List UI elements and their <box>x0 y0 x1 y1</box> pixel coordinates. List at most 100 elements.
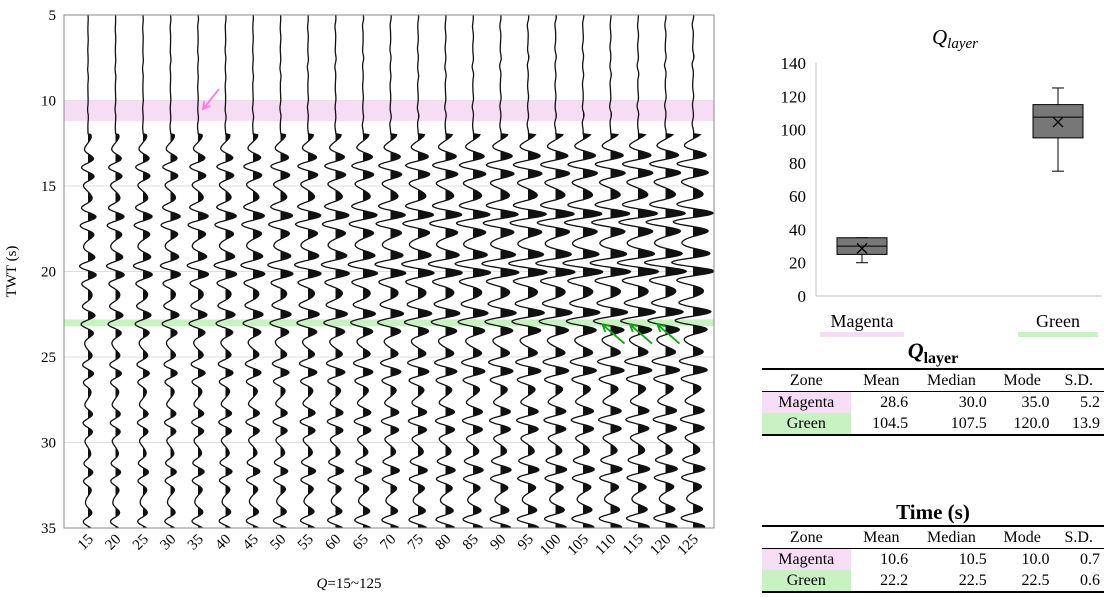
table-cell: 22.2 <box>850 570 913 593</box>
trace-fill <box>555 15 575 528</box>
table-cell: 104.5 <box>850 413 913 436</box>
x-tick-label: 115 <box>620 532 647 559</box>
y-axis-label: TWT (s) <box>4 246 20 298</box>
trace-fill <box>473 15 491 528</box>
box-y-tick-label: 40 <box>789 220 806 239</box>
table-header: S.D. <box>1053 368 1104 392</box>
seismic-trace <box>186 14 210 529</box>
table-cell: 107.5 <box>912 413 991 436</box>
arrow-shaft <box>601 323 626 345</box>
category-underline <box>820 332 904 337</box>
box-y-tick-label: 0 <box>798 287 807 306</box>
trace-line <box>481 14 520 529</box>
y-tick-label: 30 <box>41 436 56 452</box>
seismic-trace <box>105 14 125 529</box>
trace-fill <box>143 15 153 528</box>
mean-marker <box>1052 116 1064 128</box>
trace-line <box>535 14 576 529</box>
trace-fill <box>390 15 406 528</box>
y-tick-label: 15 <box>41 179 56 195</box>
category-underline <box>1018 332 1098 337</box>
table-header: Median <box>912 525 991 549</box>
trace-fill <box>363 15 378 528</box>
seismic-trace <box>616 15 660 529</box>
x-tick-label: 105 <box>565 532 592 559</box>
y-tick-label: 35 <box>41 521 56 537</box>
box-y-tick-label: 100 <box>781 121 807 140</box>
trace-fill <box>445 15 463 528</box>
green-arrow <box>656 323 681 345</box>
table-cell: 0.7 <box>1080 551 1100 568</box>
table-cell: 22.5 <box>990 570 1054 593</box>
table-cell: 22.5 <box>912 570 991 593</box>
table-cell: 5.2 <box>1080 394 1100 411</box>
x-tick-label: 35 <box>185 532 207 554</box>
seismic-trace <box>508 14 548 529</box>
y-tick-label: 5 <box>49 8 57 24</box>
trace-fill <box>528 15 547 528</box>
table-cell-zone: Green <box>762 413 851 436</box>
plot-frame <box>63 14 715 529</box>
green-arrow <box>601 323 626 345</box>
x-tick-label: 45 <box>240 532 262 554</box>
trace-line <box>213 14 238 529</box>
table-row: Green 104.5 107.5 120.0 13.9 <box>762 413 1104 436</box>
trace-fill <box>638 15 659 528</box>
seismic-trace <box>562 15 604 529</box>
table-cell-zone: Magenta <box>762 391 851 413</box>
x-tick-label: 95 <box>515 532 537 554</box>
seismic-trace <box>240 14 266 529</box>
green-zone-band <box>64 319 714 327</box>
trace-line <box>267 14 294 529</box>
table-cell: 13.9 <box>1053 413 1104 436</box>
table-header: Median <box>912 368 991 392</box>
x-tick-label: 50 <box>267 532 289 554</box>
box-y-tick-label: 60 <box>789 187 806 206</box>
table-cell: 10.5 <box>958 551 987 568</box>
table-row: Green 22.2 22.5 22.5 0.6 <box>762 570 1104 593</box>
x-tick-label: 20 <box>102 532 124 554</box>
trace-line <box>644 15 688 529</box>
x-tick-label: 80 <box>432 532 454 554</box>
seismic-trace <box>159 14 181 529</box>
arrow-shaft <box>656 323 681 345</box>
box-y-tick-label: 80 <box>789 154 806 173</box>
trace-line <box>427 14 463 529</box>
box-y-tick-label: 120 <box>781 87 807 106</box>
q-table-title: Qlayer <box>762 338 1104 368</box>
x-tick-label: 120 <box>647 532 674 559</box>
x-tick-label: 100 <box>537 532 564 559</box>
seismic-trace <box>535 14 576 529</box>
time-table: Zone Mean Median Mode S.D. Magenta 10.6 … <box>762 525 1104 593</box>
seismic-trace <box>401 14 435 529</box>
x-tick-label: 40 <box>212 532 234 554</box>
table-header: Mean <box>850 525 913 549</box>
x-axis-label: Q=15~125 <box>317 576 382 592</box>
magenta-arrow <box>201 88 220 111</box>
box-y-tick-label: 20 <box>789 254 806 273</box>
seismic-trace <box>644 15 688 529</box>
trace-line <box>320 14 351 529</box>
x-tick-label: 25 <box>130 532 152 554</box>
seismic-trace <box>427 14 463 529</box>
trace-line <box>186 14 210 529</box>
category-label: Magenta <box>831 311 894 331</box>
mean-marker <box>856 242 868 254</box>
box-green <box>1032 87 1084 172</box>
table-cell: 0.6 <box>1053 570 1104 593</box>
magenta-zone-band <box>64 100 714 122</box>
box-plot-title: Qlayer <box>932 25 978 52</box>
x-tick-label: 65 <box>350 532 372 554</box>
box-y-tick-label: 140 <box>781 54 807 73</box>
trace-line <box>78 14 97 529</box>
seismic-trace <box>267 14 294 529</box>
trace-line <box>562 15 604 529</box>
arrow-head <box>628 323 639 333</box>
seismic-trace <box>454 14 492 529</box>
arrow-shaft <box>202 88 220 110</box>
arrow-shaft <box>629 323 653 345</box>
x-tick-label: 30 <box>157 532 179 554</box>
trace-line <box>159 14 181 529</box>
